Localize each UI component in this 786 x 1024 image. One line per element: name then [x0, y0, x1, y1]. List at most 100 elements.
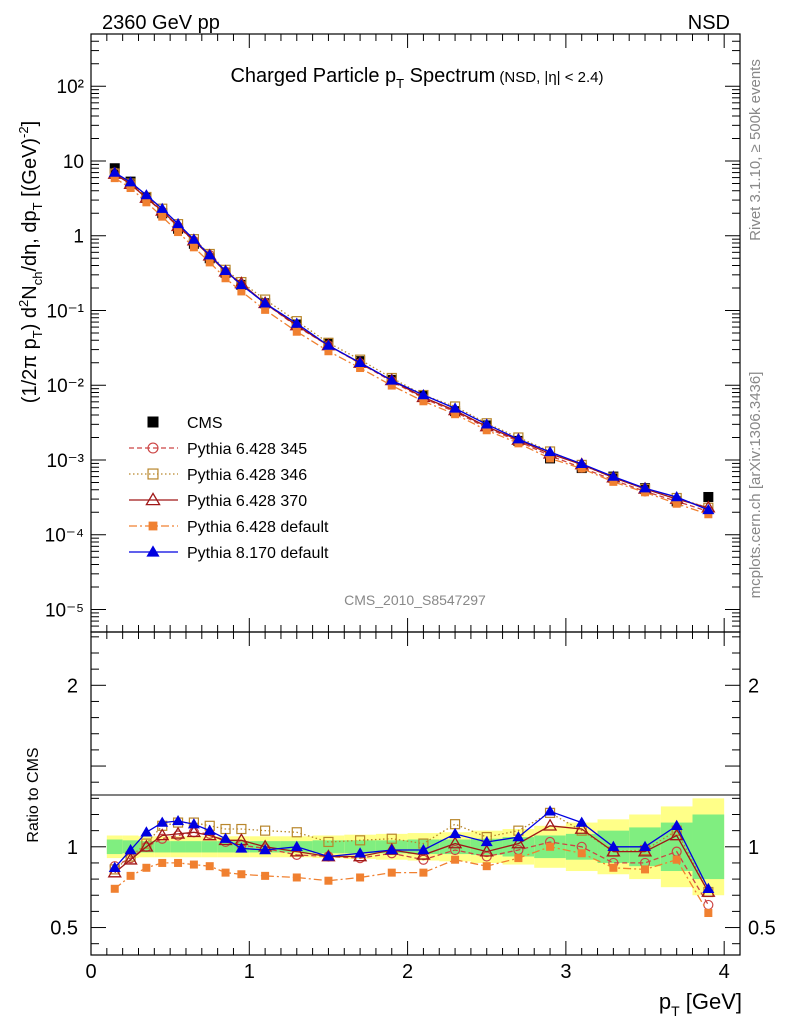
ratio-point-pythia-6-428-default [577, 849, 586, 858]
ratio-point-pythia-8-170-default [670, 819, 683, 830]
legend-label: Pythia 8.170 default [187, 545, 329, 562]
point-pythia-8-170-default [449, 402, 462, 413]
ratio-point-pythia-6-428-default [704, 909, 713, 918]
ratio-frame [90, 631, 741, 956]
ratio-point-pythia-6-428-370 [574, 821, 589, 834]
legend-item-pythia-6-428-346: Pythia 6.428 346 [129, 467, 307, 484]
energy-label: 2360 GeV pp [102, 12, 220, 34]
legend-label: Pythia 6.428 370 [187, 493, 307, 510]
point-pythia-8-170-default [512, 433, 525, 444]
analysis-id-label: CMS_2010_S8547297 [344, 592, 486, 608]
main-series-group [107, 163, 716, 519]
legend-item-pythia-6-428-default: Pythia 6.428 default [129, 519, 329, 536]
point-pythia-8-170-default [607, 470, 620, 481]
ratio-point-pythia-6-428-default [419, 868, 428, 877]
ratio-y-tick-label-right: 0.5 [748, 918, 776, 940]
stat-uncertainty-band [439, 839, 471, 855]
ratio-point-pythia-6-428-default [641, 865, 650, 874]
point-pythia-6-428-default [292, 327, 301, 336]
point-pythia-8-170-default [480, 418, 493, 429]
ratio-line-pythia-6-428-345 [114, 831, 709, 906]
point-pythia-6-428-default [482, 426, 491, 435]
point-pythia-8-170-default [140, 189, 153, 200]
stat-uncertainty-band [692, 814, 725, 880]
x-tick-label: 4 [719, 961, 730, 983]
ratio-point-pythia-6-428-default [546, 842, 555, 851]
legend-marker [146, 545, 160, 557]
x-tick-label: 0 [85, 961, 96, 983]
legend-marker [147, 468, 159, 480]
ratio-point-pythia-6-428-370 [511, 836, 526, 849]
ratio-point-pythia-6-428-370 [170, 826, 186, 839]
point-pythia-8-170-default [575, 457, 588, 468]
point-pythia-6-428-default [158, 212, 167, 221]
y-tick-label: 10⁻² [47, 376, 85, 397]
ratio-point-pythia-6-428-default [221, 868, 230, 877]
point-pythia-6-428-default [261, 305, 270, 314]
point-pythia-8-170-default [172, 217, 185, 229]
ratio-y-axis-label: Ratio to CMS [25, 747, 42, 842]
ratio-point-pythia-8-170-default [575, 816, 588, 827]
ratio-point-pythia-6-428-370 [479, 844, 494, 857]
ratio-point-pythia-6-428-345 [449, 844, 461, 856]
ratio-point-pythia-6-428-default [609, 863, 618, 872]
legend-label: Pythia 6.428 default [187, 519, 329, 536]
ratio-series-group [107, 805, 716, 918]
ratio-point-pythia-6-428-default [126, 871, 135, 880]
series-line-pythia-6-428-default [114, 177, 709, 515]
ratio-point-pythia-8-170-default [140, 826, 153, 837]
ratio-point-pythia-6-428-default [205, 862, 214, 871]
ratio-point-pythia-8-170-default [385, 844, 398, 855]
ratio-point-pythia-6-428-default [514, 854, 523, 863]
ratio-point-pythia-6-428-default [292, 873, 301, 882]
point-pythia-6-428-default [142, 198, 151, 207]
ratio-point-pythia-6-428-default [324, 876, 333, 885]
legend-marker [147, 442, 159, 454]
point-pythia-6-428-default [387, 381, 396, 390]
ratio-point-pythia-8-170-default [544, 805, 557, 816]
stat-uncertainty-band [170, 841, 186, 853]
stat-uncertainty-band [154, 841, 171, 853]
ratio-point-pythia-8-170-default [219, 832, 232, 843]
x-tick-label: 1 [244, 961, 255, 983]
point-pythia-6-428-default [189, 243, 198, 252]
point-pythia-8-170-default [354, 356, 367, 367]
point-pythia-6-428-default [672, 499, 681, 508]
ratio-point-pythia-6-428-346 [291, 827, 302, 838]
legend-item-pythia-8-170-default: Pythia 8.170 default [129, 545, 329, 562]
ratio-point-pythia-6-428-default [158, 858, 167, 867]
ratio-point-pythia-6-428-default [387, 868, 396, 877]
point-pythia-6-428-default [110, 174, 119, 183]
ratio-point-pythia-6-428-370 [447, 836, 463, 849]
ratio-point-pythia-8-170-default [702, 882, 715, 893]
point-pythia-8-170-default [235, 278, 248, 290]
point-pythia-6-428-default [126, 184, 135, 193]
ratio-y-tick-label: 1 [67, 837, 78, 859]
point-pythia-8-170-default [259, 297, 272, 308]
point-pythia-8-170-default [322, 339, 335, 350]
ratio-y-tick-label-right: 1 [748, 837, 759, 859]
rivet-version-label: Rivet 3.1.10, ≥ 500k events [747, 59, 764, 241]
ratio-point-pythia-6-428-370 [542, 818, 558, 831]
ratio-point-pythia-8-170-default [203, 824, 216, 835]
legend-marker [148, 521, 158, 531]
y-tick-label: 10⁻⁵ [45, 600, 84, 621]
ratio-point-pythia-8-170-default [235, 842, 248, 853]
y-tick-label: 10⁻¹ [47, 301, 85, 322]
ratio-point-pythia-6-428-346 [354, 835, 366, 846]
ratio-point-pythia-8-170-default [156, 816, 169, 827]
ratio-point-pythia-6-428-default [482, 862, 491, 871]
legend-item-pythia-6-428-370: Pythia 6.428 370 [129, 492, 307, 510]
ratio-point-pythia-6-428-default [356, 873, 365, 882]
ratio-point-pythia-6-428-default [672, 855, 681, 864]
point-pythia-6-428-default [419, 397, 428, 406]
point-pythia-8-170-default [670, 490, 683, 502]
point-pythia-8-170-default [702, 503, 715, 515]
ratio-y-tick-label-right: 2 [748, 675, 759, 697]
stat-uncertainty-band [185, 841, 202, 853]
x-axis-label: pT [GeV] [659, 989, 742, 1019]
point-pythia-6-428-default [451, 410, 460, 419]
ratio-point-pythia-8-170-default [417, 844, 430, 855]
point-pythia-8-170-default [385, 374, 398, 385]
stat-uncertainty-band [106, 839, 123, 855]
